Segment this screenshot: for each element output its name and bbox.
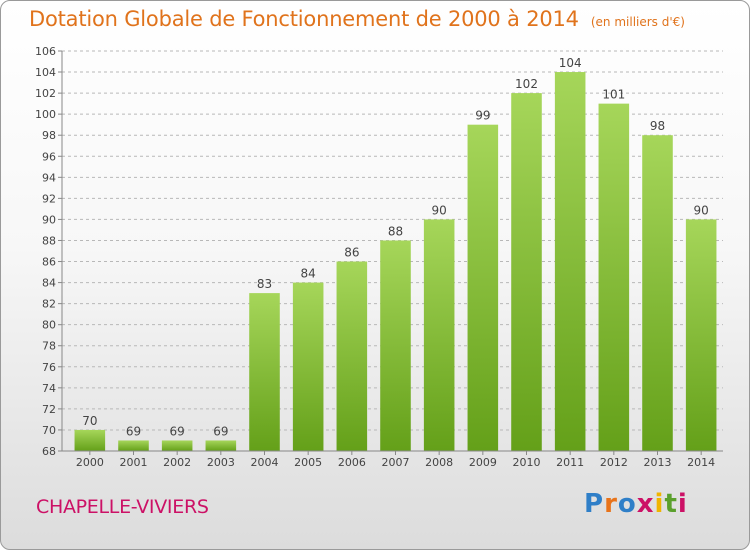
bar: [74, 429, 106, 451]
y-tick-label: 72: [42, 403, 56, 416]
x-tick-label: 2005: [294, 456, 322, 469]
bar-value-label: 83: [257, 277, 272, 291]
bar: [642, 135, 673, 452]
y-tick-label: 80: [42, 319, 56, 332]
bar: [685, 219, 717, 451]
y-tick-label: 88: [42, 234, 56, 247]
y-tick-label: 94: [42, 171, 56, 184]
bar: [598, 103, 630, 451]
chart-subtitle: (en milliers d'€): [590, 15, 685, 29]
bar-value-label: 99: [475, 109, 490, 123]
x-tick-label: 2004: [251, 456, 279, 469]
logo-letter: r: [604, 489, 618, 519]
axes: 68 70 72 74 76 78 80 82 84 86 88 90 92 94 96 98 100 102 10…: [35, 45, 723, 469]
y-tick-label: 106: [35, 45, 56, 58]
bars: [74, 72, 717, 452]
logo-letter: x: [636, 489, 655, 519]
y-tick-label: 70: [42, 424, 56, 437]
bar: [511, 93, 542, 452]
commune-name: CHAPELLE-VIVIERS: [36, 496, 209, 518]
chart-title: Dotation Globale de Fonctionnement de 20…: [29, 7, 579, 31]
x-tick-label: 2010: [513, 456, 541, 469]
labels: 70 69 69 69 83 84 86 88 90 99 102 104 101 98 90: [82, 56, 709, 438]
bar-value-label: 101: [602, 88, 625, 102]
bar-value-label: 84: [301, 267, 316, 281]
y-tick-label: 76: [42, 361, 56, 374]
bar: [423, 219, 455, 451]
x-tick-label: 2002: [163, 456, 191, 469]
logo-letter: i: [654, 489, 665, 519]
bar-value-label: 69: [170, 424, 185, 438]
logo-letter: o: [617, 489, 637, 519]
x-tick-label: 2009: [469, 456, 497, 469]
x-tick-label: 2008: [425, 456, 453, 469]
bar: [161, 440, 193, 451]
y-tick-label: 98: [42, 129, 56, 142]
bar: [205, 440, 237, 451]
bar-value-label: 90: [694, 203, 709, 217]
bar: [292, 282, 324, 451]
bar-value-label: 69: [126, 424, 141, 438]
y-tick-label: 102: [35, 87, 56, 100]
x-tick-label: 2006: [338, 456, 366, 469]
bar-value-label: 86: [344, 246, 359, 260]
x-tick-label: 2001: [120, 456, 148, 469]
y-tick-label: 82: [42, 298, 56, 311]
y-tick-label: 104: [35, 66, 56, 79]
logo-letter: P: [584, 489, 605, 519]
bar-value-label: 69: [213, 424, 228, 438]
y-tick-label: 78: [42, 340, 56, 353]
bar-value-label: 102: [515, 77, 538, 91]
y-tick-label: 68: [42, 445, 56, 458]
bar: [554, 72, 586, 451]
y-tick-label: 84: [42, 277, 56, 290]
y-tick-label: 100: [35, 108, 56, 121]
y-tick-label: 90: [42, 213, 56, 226]
bar: [249, 293, 280, 451]
y-tick-label: 96: [42, 150, 56, 163]
x-tick-label: 2011: [556, 456, 584, 469]
bar-value-label: 98: [650, 119, 665, 133]
bar: [118, 440, 149, 451]
y-tick-label: 74: [42, 382, 56, 395]
bar: [336, 261, 368, 451]
x-tick-label: 2000: [76, 456, 104, 469]
bar: [380, 240, 411, 451]
bar: [467, 124, 499, 452]
bar-value-label: 70: [82, 414, 97, 428]
bar-value-label: 90: [432, 203, 447, 217]
x-tick-label: 2007: [382, 456, 410, 469]
x-tick-label: 2012: [600, 456, 628, 469]
bar-value-label: 88: [388, 224, 403, 238]
bar-value-label: 104: [559, 56, 582, 70]
x-tick-label: 2014: [687, 456, 715, 469]
y-tick-label: 92: [42, 192, 56, 205]
x-tick-label: 2013: [644, 456, 672, 469]
y-tick-label: 86: [42, 256, 56, 269]
x-tick-label: 2003: [207, 456, 235, 469]
logo-letter: t: [664, 489, 678, 519]
proxiti-logo: Proxiti: [584, 489, 688, 519]
title-row: Dotation Globale de Fonctionnement de 20…: [29, 7, 685, 31]
logo-letter: i: [677, 489, 688, 519]
